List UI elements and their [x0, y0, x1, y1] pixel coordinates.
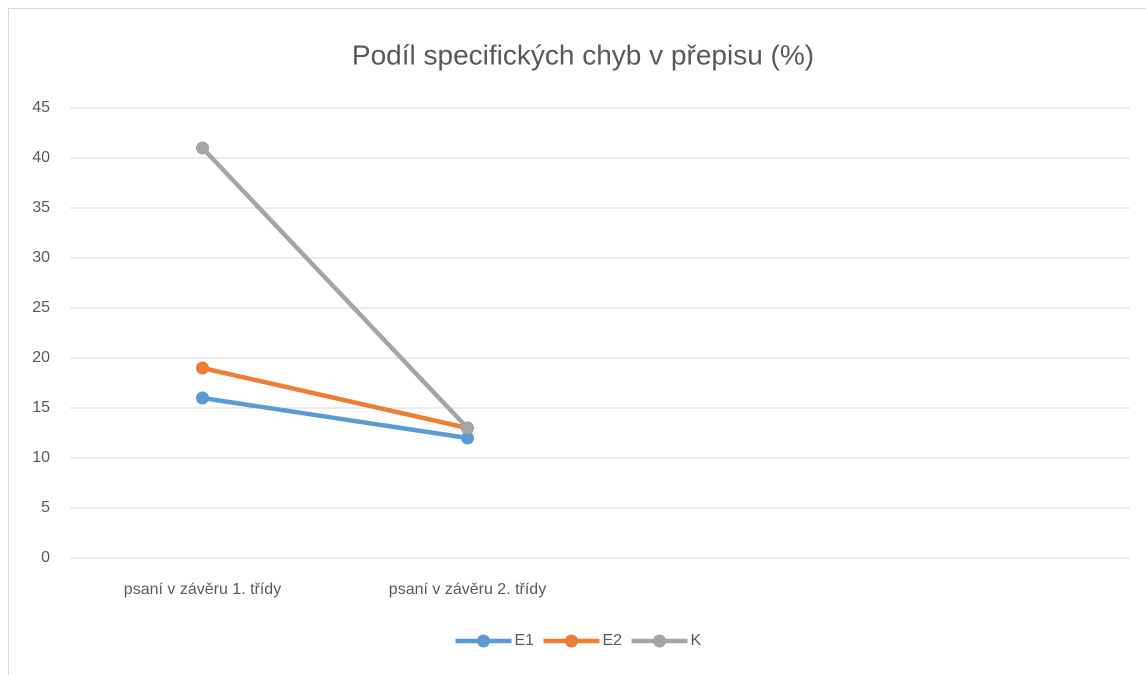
chart-title: Podíl specifických chyb v přepisu (%)	[352, 39, 814, 70]
y-tick-label: 35	[32, 199, 50, 216]
y-tick-label: 5	[41, 499, 50, 516]
x-tick-label: psaní v závěru 2. třídy	[389, 581, 546, 598]
data-point	[196, 391, 209, 405]
legend-label: E1	[515, 632, 535, 649]
y-tick-label: 25	[32, 299, 50, 316]
legend-label: K	[691, 632, 702, 649]
data-point	[461, 431, 474, 445]
legend-marker	[477, 634, 490, 648]
series-line	[200, 365, 470, 431]
y-tick-label: 45	[32, 99, 50, 116]
legend-label: E2	[603, 632, 623, 649]
data-point	[196, 361, 209, 375]
chart-border	[8, 8, 1146, 675]
x-tick-label: psaní v závěru 1. třídy	[124, 581, 281, 598]
y-tick-label: 30	[32, 249, 50, 266]
series-line	[200, 395, 470, 441]
legend-marker	[653, 634, 666, 648]
data-point	[196, 141, 209, 155]
y-tick-label: 0	[41, 549, 50, 566]
y-tick-label: 20	[32, 349, 50, 366]
data-point	[461, 421, 474, 435]
y-tick-label: 10	[32, 449, 50, 466]
legend-marker	[565, 634, 578, 648]
y-tick-label: 15	[32, 399, 50, 416]
y-tick-label: 40	[32, 149, 50, 166]
series-line	[200, 145, 470, 431]
